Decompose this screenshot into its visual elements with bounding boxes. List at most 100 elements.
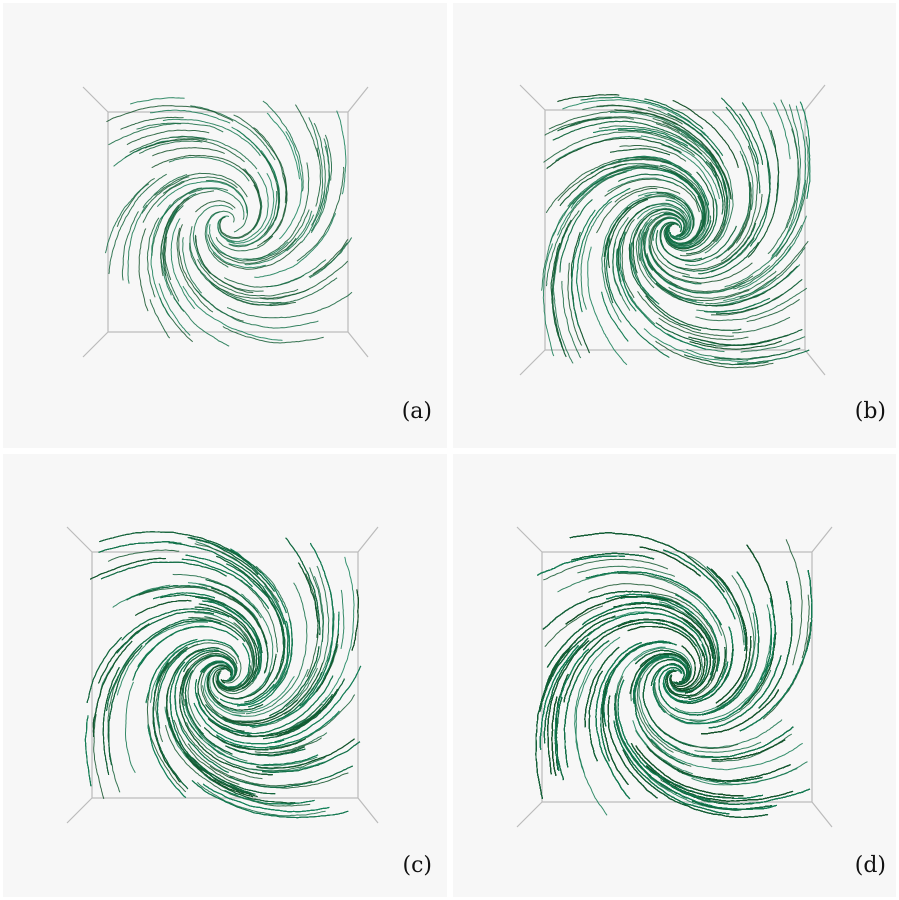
streamline: [156, 181, 248, 214]
streamline: [688, 646, 726, 700]
streamline: [126, 585, 207, 601]
streamline: [551, 696, 558, 776]
streamline: [603, 641, 672, 727]
streamline: [635, 228, 655, 289]
streamline: [126, 129, 210, 146]
streamline: [89, 557, 167, 580]
streamline: [569, 532, 725, 593]
streamline: [617, 679, 711, 801]
streamline: [584, 646, 620, 728]
streamline: [539, 620, 611, 713]
streamline: [704, 150, 734, 254]
streamline: [132, 626, 239, 681]
streamline: [557, 94, 620, 103]
streamline: [567, 262, 583, 346]
streamline: [149, 299, 171, 339]
streamline: [179, 668, 273, 776]
streamline: [150, 204, 171, 317]
streamline: [269, 694, 356, 749]
streamline: [544, 116, 681, 136]
streamline: [714, 347, 801, 360]
panel-label: (b): [855, 399, 886, 424]
streamline: [621, 218, 635, 299]
streamline: [322, 556, 355, 703]
streamline: [665, 220, 712, 249]
streamline: [215, 235, 274, 252]
streamline: [236, 620, 291, 707]
streamline: [542, 590, 650, 630]
panel: (b): [453, 3, 896, 448]
streamline: [663, 549, 736, 620]
streamline: [619, 231, 706, 350]
streamline: [632, 654, 669, 704]
streamline: [629, 653, 685, 694]
streamline: [733, 224, 803, 290]
streamline: [663, 168, 706, 244]
streamline: [708, 655, 782, 729]
streamline: [672, 100, 739, 168]
streamline: [618, 155, 709, 206]
streamline: [686, 162, 726, 255]
streamline: [245, 582, 308, 715]
streamline: [582, 618, 704, 657]
streamline: [351, 589, 359, 651]
streamline: [606, 238, 670, 358]
streamline: [770, 105, 807, 259]
streamline: [84, 715, 92, 787]
streamline: [227, 746, 306, 757]
streamline: [582, 105, 645, 111]
streamline: [206, 211, 266, 269]
streamline: [681, 617, 712, 694]
streamline: [268, 732, 328, 754]
streamline: [613, 720, 730, 815]
streamline: [152, 646, 189, 790]
streamline: [168, 156, 250, 182]
streamline: [628, 244, 742, 331]
streamline: [194, 543, 280, 603]
panel-label: (c): [403, 853, 433, 878]
panel-background: [453, 3, 896, 448]
streamline: [660, 164, 708, 246]
streamline: [105, 618, 222, 712]
streamline: [98, 541, 182, 553]
streamline: [108, 645, 143, 766]
streamline: [99, 531, 262, 574]
streamline: [226, 563, 286, 661]
streamline: [262, 741, 361, 773]
streamline: [706, 566, 747, 652]
streamline: [660, 169, 705, 245]
streamline: [244, 168, 263, 231]
streamline: [562, 99, 709, 138]
streamline: [702, 571, 760, 716]
streamline: [688, 555, 745, 646]
streamline: [705, 246, 806, 305]
streamline: [548, 110, 678, 130]
streamline: [215, 660, 262, 695]
streamline: [130, 97, 185, 105]
streamline: [645, 295, 702, 331]
streamline: [715, 279, 803, 315]
streamline: [158, 283, 191, 336]
streamline: [166, 687, 258, 798]
streamline: [204, 664, 242, 717]
streamline: [652, 664, 685, 713]
streamline: [689, 340, 783, 350]
streamline: [646, 253, 746, 294]
streamline: [92, 640, 133, 738]
streamline: [658, 667, 746, 716]
streamline: [669, 643, 708, 693]
streamline: [147, 724, 187, 798]
streamline: [552, 120, 703, 155]
streamline: [151, 154, 259, 194]
streamline: [191, 780, 349, 819]
streamline: [162, 176, 238, 194]
streamline: [654, 682, 707, 723]
streamline: [640, 135, 721, 200]
streamline: [725, 106, 761, 194]
streamline: [211, 587, 269, 674]
streamline: [607, 177, 679, 193]
streamline: [116, 611, 214, 654]
streamline: [104, 183, 150, 254]
streamline: [336, 110, 347, 195]
streamline: [559, 199, 593, 273]
